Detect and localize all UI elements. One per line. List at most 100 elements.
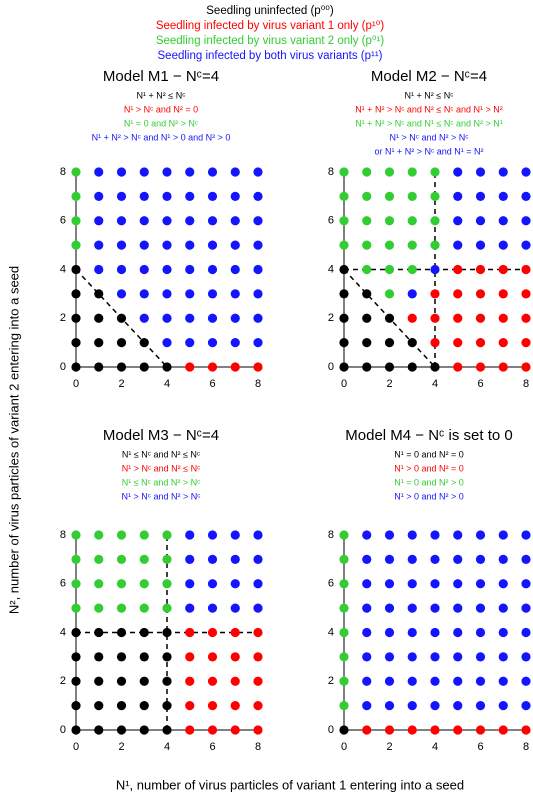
- condition: N¹ = 0 and N² > 0: [394, 477, 464, 487]
- point: [253, 530, 263, 540]
- point: [116, 264, 127, 275]
- point: [407, 264, 417, 275]
- point: [521, 579, 531, 589]
- point: [362, 264, 372, 275]
- point: [253, 676, 263, 686]
- point: [498, 701, 508, 711]
- point: [139, 603, 149, 613]
- point: [521, 240, 531, 250]
- point: [475, 676, 486, 686]
- point: [475, 191, 486, 201]
- point: [207, 191, 218, 201]
- point: [498, 579, 508, 589]
- y-tick-label: 0: [328, 361, 334, 373]
- point: [116, 676, 127, 686]
- point: [498, 603, 508, 613]
- point: [339, 240, 349, 250]
- point: [384, 240, 395, 250]
- point: [139, 362, 149, 372]
- point: [94, 362, 104, 372]
- point: [498, 216, 508, 226]
- x-tick-label: 2: [386, 378, 392, 390]
- x-tick-label: 6: [209, 378, 215, 390]
- y-tick-label: 8: [60, 166, 66, 178]
- point: [71, 652, 81, 662]
- point: [430, 240, 440, 250]
- point: [94, 240, 104, 250]
- point: [230, 603, 240, 613]
- point: [207, 338, 218, 348]
- point: [116, 627, 127, 638]
- point: [339, 338, 349, 348]
- point: [430, 579, 440, 589]
- point: [384, 289, 395, 299]
- point: [521, 554, 531, 564]
- point: [185, 216, 195, 226]
- x-axis-label: N¹, number of virus particles of variant…: [116, 777, 464, 792]
- point: [139, 191, 149, 201]
- point: [362, 627, 372, 638]
- point: [498, 652, 508, 662]
- point: [162, 603, 172, 613]
- condition: N¹ + N² ≤ Nᶜ: [405, 90, 454, 100]
- point: [94, 676, 104, 686]
- point: [430, 191, 440, 201]
- condition: N¹ + N² > Nᶜ and N² ≤ Nᶜ and N¹ > N²: [355, 104, 503, 114]
- point: [521, 676, 531, 686]
- point: [498, 362, 508, 372]
- point: [521, 725, 531, 735]
- point: [384, 191, 395, 201]
- point: [407, 362, 417, 372]
- point: [453, 554, 463, 564]
- point: [230, 579, 240, 589]
- point: [116, 313, 127, 323]
- point: [453, 240, 463, 250]
- point: [253, 652, 263, 662]
- point: [521, 216, 531, 226]
- point: [475, 264, 486, 275]
- point: [521, 313, 531, 323]
- point: [521, 530, 531, 540]
- point: [384, 530, 395, 540]
- point: [116, 725, 127, 735]
- point: [185, 579, 195, 589]
- point: [185, 554, 195, 564]
- point: [407, 554, 417, 564]
- point: [71, 676, 81, 686]
- y-tick-label: 0: [60, 724, 66, 736]
- point: [253, 579, 263, 589]
- point: [339, 701, 349, 711]
- point: [230, 676, 240, 686]
- point: [453, 313, 463, 323]
- point: [253, 701, 263, 711]
- point: [453, 603, 463, 613]
- point: [230, 627, 240, 638]
- point: [94, 554, 104, 564]
- point: [339, 362, 349, 372]
- point: [162, 167, 172, 177]
- point: [185, 240, 195, 250]
- condition: N¹ = 0 and N² > Nᶜ: [124, 118, 198, 128]
- point: [362, 603, 372, 613]
- point: [430, 554, 440, 564]
- point: [116, 289, 127, 299]
- point: [453, 362, 463, 372]
- point: [116, 554, 127, 564]
- point: [207, 652, 218, 662]
- point: [185, 191, 195, 201]
- panel-title: Model M1 − Nᶜ=4: [103, 68, 219, 85]
- point: [430, 338, 440, 348]
- y-tick-label: 2: [60, 675, 66, 687]
- point: [94, 264, 104, 275]
- point: [521, 167, 531, 177]
- x-tick-label: 8: [523, 741, 529, 753]
- y-tick-label: 4: [328, 263, 334, 275]
- point: [407, 701, 417, 711]
- point: [430, 676, 440, 686]
- x-tick-label: 2: [386, 741, 392, 753]
- point: [162, 338, 172, 348]
- point: [71, 216, 81, 226]
- point: [521, 289, 531, 299]
- point: [116, 579, 127, 589]
- y-tick-label: 0: [328, 724, 334, 736]
